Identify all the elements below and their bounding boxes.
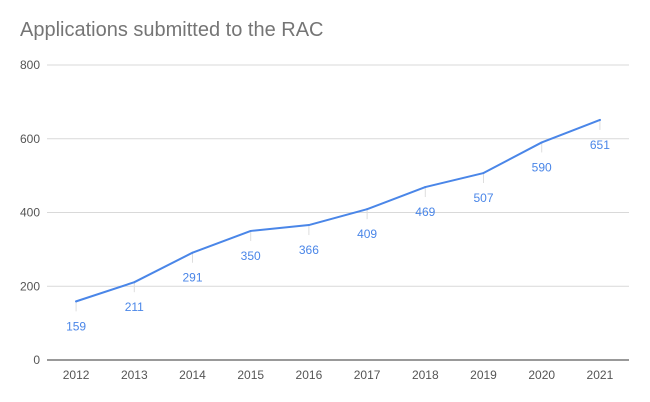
data-point (598, 118, 601, 121)
data-point (75, 300, 78, 303)
data-labels: 159 211 291 350 366 409 469 507 590 651 (66, 138, 610, 333)
x-tick-label: 2016 (296, 368, 323, 382)
data-point (366, 208, 369, 211)
data-point (191, 251, 194, 254)
data-label: 590 (532, 160, 552, 174)
data-point (133, 281, 136, 284)
series-layer (75, 118, 601, 303)
data-label-leaders (75, 119, 601, 312)
data-label: 651 (590, 138, 610, 152)
data-label: 350 (241, 249, 261, 263)
data-point (307, 224, 310, 227)
x-tick-label: 2021 (587, 368, 614, 382)
data-label: 291 (182, 271, 202, 285)
data-point (249, 229, 252, 232)
data-label: 507 (473, 191, 493, 205)
y-tick-label: 800 (20, 58, 40, 72)
y-tick-label: 400 (20, 206, 40, 220)
x-tick-label: 2019 (470, 368, 497, 382)
chart-title: Applications submitted to the RAC (20, 19, 324, 41)
x-tick-label: 2017 (354, 368, 381, 382)
y-axis-ticks: 0 200 400 600 800 (20, 58, 40, 367)
x-tick-label: 2015 (237, 368, 264, 382)
data-label: 211 (125, 300, 144, 314)
data-label: 469 (415, 205, 435, 219)
data-point (424, 186, 427, 189)
gridlines (47, 64, 629, 361)
x-tick-label: 2014 (179, 368, 206, 382)
series-line (75, 118, 601, 303)
data-label: 159 (66, 319, 86, 333)
data-label: 409 (357, 227, 377, 241)
y-tick-label: 200 (20, 279, 40, 293)
y-tick-label: 0 (33, 353, 40, 367)
x-tick-label: 2018 (412, 368, 439, 382)
y-tick-label: 600 (20, 132, 40, 146)
data-point (540, 141, 543, 144)
data-point (482, 172, 485, 175)
x-axis-ticks: 2012 2013 2014 2015 2016 2017 2018 2019 2020 2021 (63, 368, 614, 382)
data-label: 366 (299, 243, 319, 257)
x-tick-label: 2020 (528, 368, 555, 382)
x-tick-label: 2012 (63, 368, 90, 382)
x-tick-label: 2013 (121, 368, 148, 382)
